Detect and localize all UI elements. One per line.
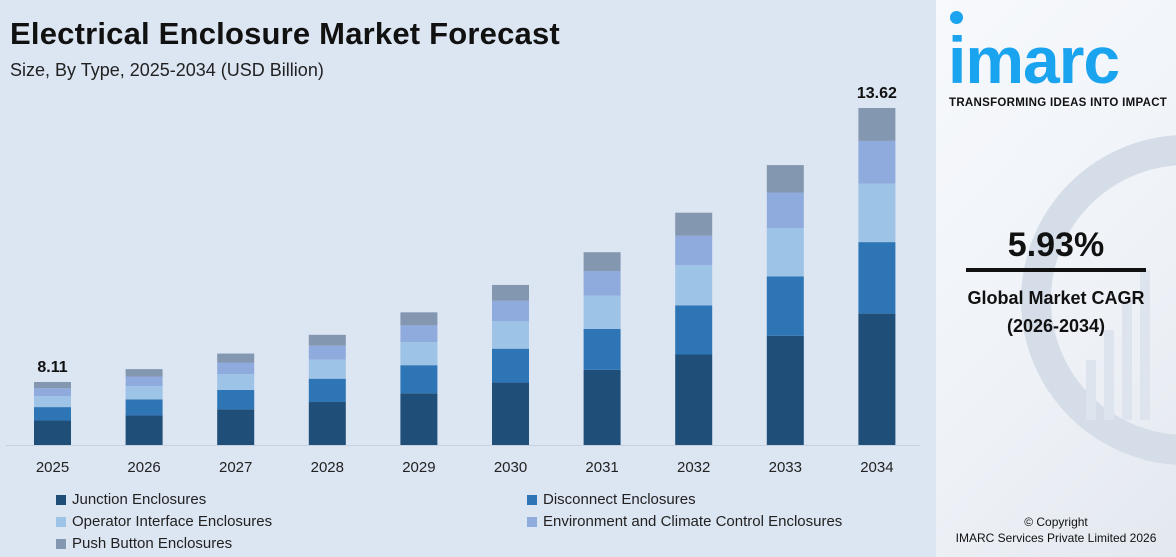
data-label: 13.62 — [857, 85, 897, 102]
legend-item: Junction Enclosures — [56, 491, 206, 509]
bar-segment-2028-3 — [308, 359, 346, 379]
bar-segment-2031-1 — [583, 369, 621, 445]
legend-item: Push Button Enclosures — [56, 535, 232, 553]
legend-label: Disconnect Enclosures — [543, 491, 696, 508]
cagr-label: Global Market CAGR (2026-2034) — [936, 284, 1176, 340]
logo-tagline: TRANSFORMING IDEAS INTO IMPACT — [949, 97, 1168, 109]
bar-segment-2025-1 — [34, 420, 71, 445]
bar-segment-2033-1 — [766, 335, 804, 445]
legend-label: Junction Enclosures — [72, 491, 207, 508]
bar-segment-2032-5 — [675, 212, 713, 236]
x-tick-label: 2026 — [127, 459, 160, 476]
bar-segment-2025-5 — [34, 382, 71, 389]
bar-segment-2033-3 — [766, 228, 804, 277]
divider — [966, 268, 1146, 272]
bar-segment-2027-3 — [217, 374, 255, 390]
bar-segment-2028-2 — [308, 378, 346, 403]
background-graphic — [1021, 135, 1176, 465]
legend-label: Push Button Enclosures — [72, 535, 233, 552]
bar-segment-2034-5 — [858, 108, 896, 141]
x-tick-label: 2029 — [402, 459, 435, 476]
bar-segment-2030-3 — [492, 321, 529, 349]
bar-segment-2031-5 — [583, 252, 621, 272]
bar-segment-2025-2 — [34, 407, 71, 421]
bar-segment-2033-2 — [766, 276, 804, 336]
bar-segment-2028-1 — [308, 402, 346, 445]
copyright-line2: IMARC Services Private Limited 2026 — [955, 531, 1157, 545]
bar-segment-2033-4 — [766, 192, 804, 229]
bar-segment-2033-5 — [766, 165, 804, 193]
legend-swatch — [527, 495, 537, 505]
chart-panel: Electrical Enclosure Market Forecast Siz… — [6, 16, 920, 553]
imarc-logo: imarc — [948, 23, 1120, 97]
legend-swatch — [56, 495, 66, 505]
x-tick-label: 2025 — [36, 459, 69, 476]
stacked-bar-chart: 2025 8.11 2026 2027 2028 2029 2030 2031 2032 2033… — [6, 85, 920, 476]
bar-segment-2029-4 — [400, 325, 438, 343]
bar-segment-2029-2 — [400, 365, 438, 394]
legend-item: Operator Interface Enclosures — [56, 513, 272, 531]
bar-segment-2032-2 — [675, 305, 713, 355]
bar-segment-2031-2 — [583, 328, 621, 370]
bar-segment-2030-1 — [492, 382, 529, 445]
bar-segment-2028-4 — [308, 345, 346, 360]
data-label: 8.11 — [37, 359, 67, 376]
logo-dot — [950, 11, 963, 24]
cagr-value: 5.93% — [1007, 226, 1105, 264]
bar-segment-2030-4 — [492, 300, 529, 322]
x-tick-label: 2031 — [585, 459, 618, 476]
x-tick-label: 2030 — [494, 459, 527, 476]
legend-swatch — [56, 517, 66, 527]
bar-segment-2027-4 — [217, 362, 255, 375]
bar-segment-2032-3 — [675, 265, 713, 306]
legend-swatch — [527, 517, 537, 527]
bar-segment-2027-1 — [217, 409, 255, 445]
bar-segment-2026-4 — [125, 376, 163, 387]
legend-swatch — [56, 539, 66, 549]
bar-segment-2027-2 — [217, 389, 255, 410]
bar-segment-2031-4 — [583, 271, 621, 296]
bar-segment-2026-5 — [125, 369, 163, 377]
cagr-label-text: Global Market CAGR — [967, 288, 1145, 308]
bar-segment-2034-4 — [858, 140, 896, 184]
x-tick-label: 2032 — [677, 459, 710, 476]
x-tick-label: 2027 — [219, 459, 252, 476]
chart-subtitle: Size, By Type, 2025-2034 (USD Billion) — [10, 60, 324, 80]
bar-segment-2029-3 — [400, 342, 438, 366]
x-tick-label: 2034 — [860, 459, 893, 476]
bar-segment-2026-3 — [125, 386, 163, 400]
bar-segment-2031-3 — [583, 295, 621, 329]
bar-segment-2028-5 — [308, 334, 346, 346]
bar-segment-2034-3 — [858, 183, 896, 243]
bar-segment-2032-1 — [675, 354, 713, 445]
bar-segment-2030-2 — [492, 348, 529, 383]
bar-segment-2034-2 — [858, 242, 896, 314]
bar-segment-2025-3 — [34, 396, 71, 408]
legend-label: Operator Interface Enclosures — [72, 513, 273, 530]
cagr-period: (2026-2034) — [1006, 316, 1106, 336]
bar-segment-2032-4 — [675, 235, 713, 266]
bar-segment-2029-1 — [400, 393, 438, 445]
x-tick-label: 2033 — [769, 459, 802, 476]
info-panel: imarc TRANSFORMING IDEAS INTO IMPACT 5.9… — [936, 0, 1176, 557]
bar-segment-2026-1 — [125, 415, 163, 445]
bar-segment-2027-5 — [217, 353, 255, 363]
x-tick-label: 2028 — [311, 459, 344, 476]
copyright-line1: © Copyright — [1024, 515, 1088, 529]
bar-segment-2026-2 — [125, 399, 163, 416]
bar-segment-2029-5 — [400, 312, 438, 326]
bar-segment-2030-5 — [492, 284, 529, 301]
chart-title: Electrical Enclosure Market Forecast — [10, 16, 560, 51]
legend-item: Disconnect Enclosures — [527, 491, 696, 509]
legend-label: Environment and Climate Control Enclosur… — [543, 513, 843, 530]
bar-segment-2034-1 — [858, 313, 896, 445]
legend-item: Environment and Climate Control Enclosur… — [527, 513, 842, 531]
copyright: © Copyright IMARC Services Private Limit… — [936, 514, 1176, 546]
bar-segment-2025-4 — [34, 388, 71, 397]
